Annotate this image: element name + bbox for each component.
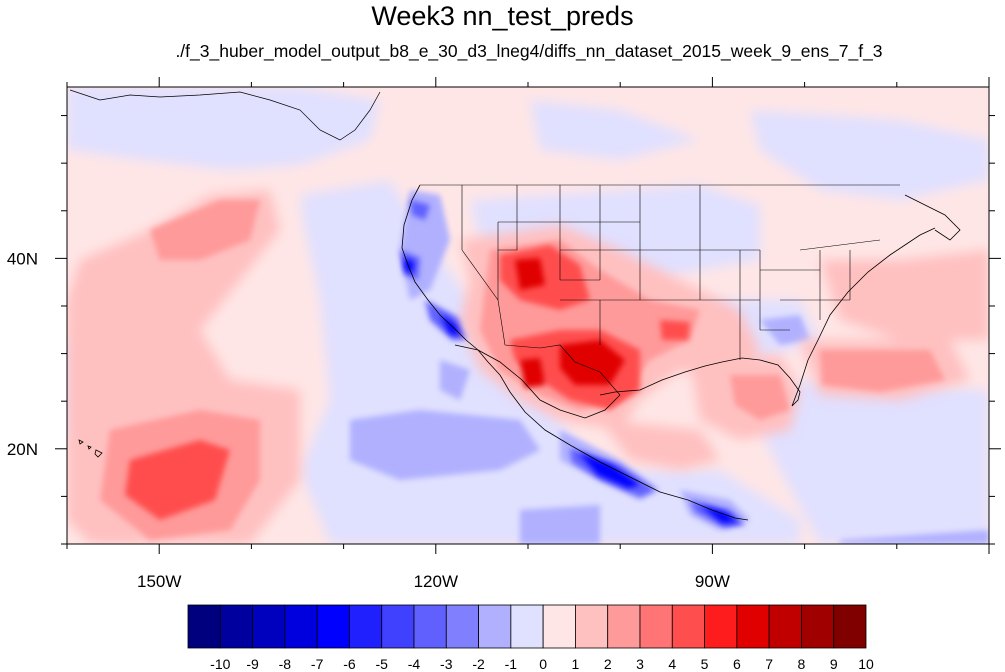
colorbar-label: 3 — [636, 656, 644, 672]
colorbar-swatch — [639, 604, 673, 649]
colorbar-label: -8 — [279, 656, 292, 672]
colorbar-label: -7 — [311, 656, 324, 672]
colorbar-label: 6 — [733, 656, 741, 672]
colorbar-swatch — [768, 604, 802, 649]
colorbar-swatch — [316, 604, 350, 649]
colorbar-label: 4 — [668, 656, 676, 672]
colorbar-label: -10 — [210, 656, 230, 672]
coastlines — [401, 184, 961, 521]
colorbar-label: 7 — [765, 656, 773, 672]
colorbar-swatch — [704, 604, 738, 649]
lat-label: 40N — [7, 249, 38, 268]
colorbar-swatch — [381, 604, 415, 649]
colorbar-swatch — [445, 604, 479, 649]
axis-ticks — [55, 77, 1001, 554]
colorbar-swatch — [252, 604, 286, 649]
colorbar-swatch — [671, 604, 705, 649]
map-subtitle: ./f_3_huber_model_output_b8_e_30_d3_lneg… — [175, 41, 883, 61]
colorbar-swatch — [413, 604, 447, 649]
lon-label: 120W — [414, 572, 458, 591]
atlantic-coast — [791, 227, 936, 407]
maritimes-coast — [904, 194, 961, 241]
colorbar-label: 10 — [858, 656, 874, 672]
colorbar-swatch — [801, 604, 835, 649]
colorbar-label: 9 — [830, 656, 838, 672]
colorbar-swatch — [607, 604, 641, 649]
colorbar: -10 -9 -8 -7 -6 -5 -4 -3 -2 -1 0 1 2 3 4 5 6 7 8 9 10 — [187, 604, 874, 672]
colorbar-label: -9 — [246, 656, 259, 672]
lat-label: 20N — [7, 440, 38, 459]
state-borders — [420, 184, 900, 396]
colorbar-swatch — [349, 604, 383, 649]
colorbar-label: -1 — [505, 656, 518, 672]
colorbar-swatch — [575, 604, 609, 649]
field-darkest-red — [515, 258, 625, 388]
axis-labels: 150W 120W 90W 40N 20N — [7, 249, 730, 591]
colorbar-swatch — [187, 604, 221, 649]
colorbar-label: -4 — [408, 656, 421, 672]
colorbar-swatch — [833, 604, 867, 649]
colorbar-swatch — [284, 604, 318, 649]
us-mexico-border — [497, 299, 621, 396]
colorbar-label: 0 — [539, 656, 547, 672]
colorbar-swatch — [478, 604, 512, 649]
map-title: Week3 nn_test_preds — [371, 1, 634, 31]
colorbar-swatch — [736, 604, 770, 649]
colorbar-label: 1 — [572, 656, 580, 672]
mexico-inner — [477, 349, 621, 419]
colorbar-label: 2 — [604, 656, 612, 672]
lon-label: 150W — [137, 572, 181, 591]
colorbar-swatch — [510, 604, 544, 649]
pacific-coast — [401, 184, 749, 521]
lon-label: 90W — [695, 572, 730, 591]
colorbar-label: 8 — [798, 656, 806, 672]
colorbar-label: -3 — [440, 656, 453, 672]
colorbar-label: -6 — [343, 656, 356, 672]
colorbar-label: 5 — [701, 656, 709, 672]
colorbar-swatch — [219, 604, 253, 649]
hawaii-islands — [78, 439, 103, 458]
anomaly-field — [67, 87, 989, 544]
colorbar-label: -2 — [472, 656, 485, 672]
colorbar-swatch — [542, 604, 576, 649]
alaska-coast — [69, 89, 381, 141]
colorbar-label: -5 — [375, 656, 388, 672]
